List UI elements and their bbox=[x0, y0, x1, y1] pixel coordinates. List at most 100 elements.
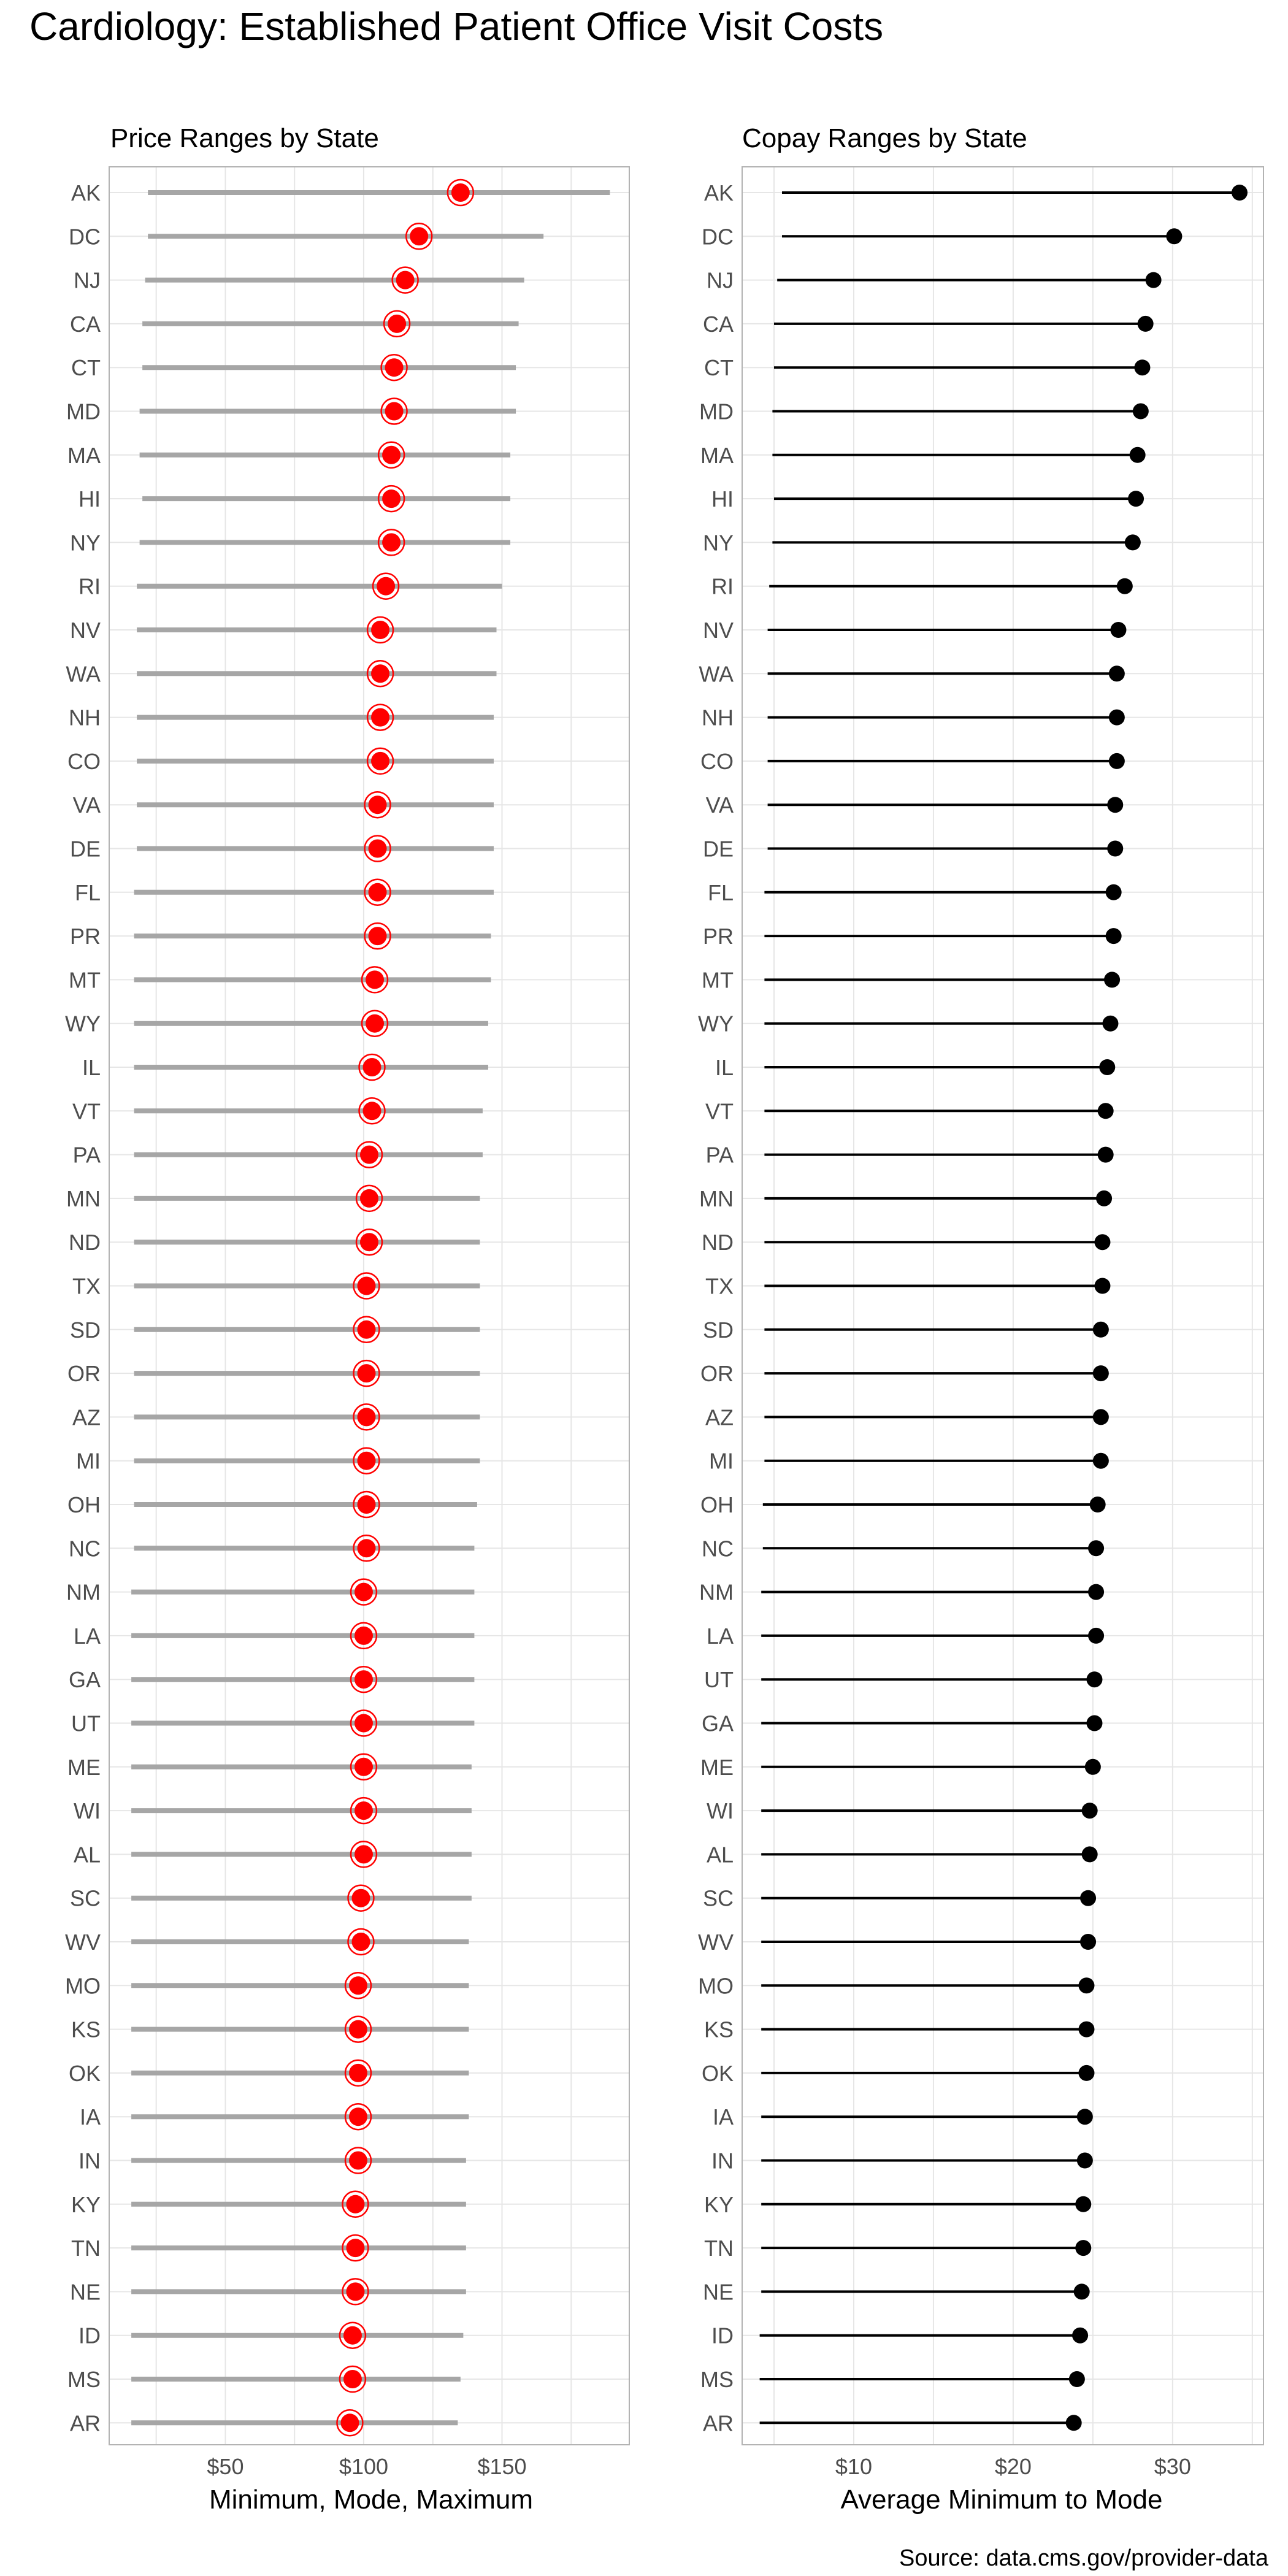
mode-point-WI bbox=[354, 1801, 373, 1820]
copay-point-PA bbox=[1097, 1146, 1114, 1163]
mode-point-AZ bbox=[357, 1408, 376, 1427]
y-tick-label: GA bbox=[69, 1667, 101, 1692]
chart-title: Cardiology: Established Patient Office V… bbox=[29, 4, 884, 48]
mode-ring-AK bbox=[447, 178, 475, 207]
mode-point-CT bbox=[385, 358, 404, 377]
y-tick-label: NE bbox=[703, 2279, 734, 2304]
y-tick-label: CT bbox=[704, 355, 734, 380]
mode-point-AK bbox=[451, 183, 470, 202]
copay-point-LA bbox=[1088, 1627, 1105, 1644]
mode-ring-IA bbox=[344, 2103, 372, 2131]
copay-point-HI bbox=[1128, 491, 1144, 507]
copay-point-MD bbox=[1132, 403, 1149, 420]
mode-point-MT bbox=[366, 970, 385, 989]
copay-point-WI bbox=[1081, 1803, 1098, 1819]
y-tick-label: SC bbox=[70, 1886, 101, 1911]
y-tick-label: NC bbox=[702, 1536, 734, 1561]
x-tick-label: $100 bbox=[339, 2454, 388, 2479]
y-tick-label: GA bbox=[702, 1711, 734, 1736]
x-tick-label: $10 bbox=[835, 2454, 872, 2479]
y-tick-label: MT bbox=[702, 967, 734, 992]
y-tick-label: TX bbox=[72, 1274, 101, 1299]
y-tick-label: WV bbox=[698, 1930, 734, 1955]
mode-ring-FL bbox=[364, 878, 391, 907]
mode-ring-OR bbox=[353, 1359, 380, 1387]
copay-point-FL bbox=[1105, 884, 1122, 900]
copay-point-IA bbox=[1076, 2109, 1093, 2125]
copay-point-IN bbox=[1076, 2152, 1093, 2169]
x-tick-label: $30 bbox=[1154, 2454, 1191, 2479]
copay-point-SC bbox=[1080, 1890, 1097, 1906]
y-tick-label: NM bbox=[66, 1580, 101, 1605]
mode-ring-GA bbox=[350, 1665, 378, 1693]
y-tick-label: MS bbox=[67, 2367, 101, 2392]
x-tick-label: $50 bbox=[207, 2454, 243, 2479]
y-tick-label: WV bbox=[65, 1930, 101, 1955]
mode-ring-OK bbox=[344, 2059, 372, 2087]
copay-point-MN bbox=[1096, 1190, 1113, 1206]
y-tick-label: UT bbox=[704, 1667, 734, 1692]
y-tick-label: VT bbox=[705, 1098, 734, 1124]
y-tick-label: ID bbox=[711, 2323, 734, 2348]
panel-border bbox=[109, 166, 630, 2445]
mode-ring-IN bbox=[344, 2147, 372, 2174]
copay-point-NM bbox=[1088, 1584, 1105, 1600]
y-tick-label: MO bbox=[65, 1973, 101, 1998]
copay-point-TX bbox=[1094, 1278, 1111, 1294]
copay-point-NH bbox=[1108, 709, 1125, 726]
y-tick-label: PR bbox=[703, 924, 734, 949]
mode-point-PR bbox=[368, 927, 387, 946]
mode-ring-LA bbox=[350, 1622, 378, 1650]
mode-ring-WY bbox=[361, 1010, 389, 1037]
mode-ring-NH bbox=[366, 703, 394, 731]
mode-point-NC bbox=[357, 1539, 376, 1558]
mode-point-UT bbox=[354, 1714, 373, 1733]
mode-ring-SC bbox=[347, 1884, 375, 1912]
y-tick-label: HI bbox=[79, 486, 101, 512]
copay-point-NV bbox=[1110, 622, 1127, 638]
y-tick-label: CA bbox=[70, 312, 101, 337]
mode-ring-ME bbox=[350, 1753, 378, 1781]
copay-point-WV bbox=[1080, 1934, 1097, 1950]
y-tick-label: PA bbox=[706, 1143, 734, 1168]
copay-point-ND bbox=[1094, 1234, 1111, 1251]
y-tick-label: AR bbox=[70, 2410, 101, 2436]
x-axis-label: Minimum, Mode, Maximum bbox=[209, 2485, 533, 2515]
mode-point-NY bbox=[382, 533, 401, 552]
y-tick-label: AK bbox=[71, 180, 101, 205]
copay-point-MS bbox=[1068, 2371, 1085, 2387]
copay-point-MT bbox=[1104, 972, 1121, 988]
copay-point-UT bbox=[1086, 1671, 1103, 1688]
x-tick-label: $150 bbox=[477, 2454, 526, 2479]
mode-point-WA bbox=[371, 664, 390, 683]
mode-ring-NY bbox=[377, 529, 405, 556]
mode-point-SD bbox=[357, 1320, 376, 1339]
y-tick-label: NJ bbox=[74, 268, 101, 293]
y-tick-label: VT bbox=[72, 1098, 101, 1124]
mode-point-AL bbox=[354, 1845, 373, 1864]
mode-point-MI bbox=[357, 1451, 376, 1470]
y-tick-label: TX bbox=[705, 1274, 734, 1299]
copay-point-CO bbox=[1108, 753, 1125, 769]
mode-point-NH bbox=[371, 708, 390, 727]
y-tick-label: MT bbox=[69, 967, 101, 992]
y-tick-label: PA bbox=[73, 1143, 101, 1168]
y-tick-label: RI bbox=[79, 574, 101, 599]
mode-ring-MD bbox=[380, 397, 408, 425]
y-tick-label: NJ bbox=[707, 268, 734, 293]
y-tick-label: FL bbox=[75, 880, 101, 905]
y-tick-label: AL bbox=[74, 1842, 101, 1867]
y-tick-label: FL bbox=[708, 880, 734, 905]
mode-point-IL bbox=[362, 1058, 381, 1076]
y-tick-label: IN bbox=[79, 2149, 101, 2174]
panel-title: Price Ranges by State bbox=[110, 123, 379, 153]
mode-ring-TN bbox=[342, 2234, 369, 2262]
y-tick-label: CO bbox=[67, 749, 101, 774]
mode-ring-ND bbox=[355, 1228, 383, 1256]
y-tick-label: PR bbox=[70, 924, 101, 949]
mode-ring-WV bbox=[347, 1928, 375, 1956]
y-tick-label: NM bbox=[699, 1580, 734, 1605]
mode-ring-NE bbox=[342, 2278, 369, 2306]
y-tick-label: KY bbox=[71, 2192, 101, 2217]
